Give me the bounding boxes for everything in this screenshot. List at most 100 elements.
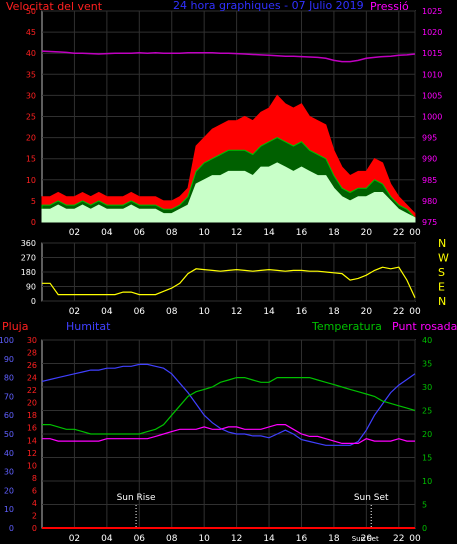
y-tick-label: 1015 [422, 49, 442, 58]
panel3-humidity-ticks: 0 10 20 30 40 50 60 70 80 90 100 [0, 336, 14, 533]
x-tick-label: 12 [231, 228, 242, 238]
compass-label: W [438, 252, 449, 265]
panel2-x-ticks: 02 04 06 08 10 12 14 16 18 20 22 00 [69, 307, 421, 317]
compass-label: N [438, 237, 446, 250]
compass-label: S [438, 266, 445, 279]
y-tick-label: 1020 [422, 28, 442, 37]
y-tick-label: 20 [27, 399, 37, 408]
x-tick-label: 20 [361, 228, 373, 238]
y-tick-label: 20 [4, 486, 14, 495]
y-tick-label: 10 [4, 505, 14, 514]
x-tick-label: 16 [296, 228, 308, 238]
y-tick-label: 0 [31, 297, 36, 306]
temperature-label: Temperatura [311, 320, 382, 333]
series-dewpoint-line [42, 424, 415, 444]
x-tick-label: 14 [263, 534, 275, 544]
panel2-grid [42, 242, 416, 302]
series-wind-avg-area [41, 162, 416, 223]
y-tick-label: 16 [27, 424, 37, 433]
y-tick-label: 1010 [422, 70, 442, 79]
x-tick-label: 14 [263, 228, 275, 238]
y-tick-label: 28 [27, 349, 37, 358]
panel1-x-ticks: 02 04 06 08 10 12 14 16 18 20 22 00 [69, 228, 421, 238]
y-tick-label: 90 [4, 355, 14, 364]
x-tick-label: 06 [134, 534, 146, 544]
y-tick-label: 8 [32, 474, 37, 483]
panel1-series [41, 50, 416, 223]
panel2-left-ticks: 0 90 180 270 360 [21, 239, 36, 306]
x-tick-extra-label: Sun Set [352, 535, 379, 543]
panel-temp-humidity: Sun Rise Sun Set 024681012141618202224262… [0, 320, 457, 544]
x-tick-label: 00 [409, 534, 421, 544]
x-tick-label: 00 [409, 307, 421, 317]
y-tick-label: 12 [27, 449, 37, 458]
y-tick-label: 60 [4, 411, 14, 420]
y-tick-label: 14 [27, 436, 37, 445]
x-tick-label: 04 [101, 534, 113, 544]
y-tick-label: 0 [9, 524, 14, 533]
y-tick-label: 15 [26, 155, 36, 164]
y-tick-label: 30 [422, 383, 432, 392]
y-tick-label: 45 [26, 28, 36, 37]
sunset-label: Sun Set [354, 493, 389, 503]
y-tick-label: 1005 [422, 91, 442, 100]
y-tick-label: 22 [27, 386, 37, 395]
y-tick-label: 50 [26, 7, 36, 16]
y-tick-label: 0 [422, 524, 427, 533]
panel1-left-ticks: 0 5 10 15 20 25 30 35 40 45 50 [26, 7, 36, 227]
y-tick-label: 100 [0, 336, 14, 345]
x-tick-label: 10 [198, 534, 210, 544]
chart-title: 24 hora graphiques - 07 Julio 2019 [173, 0, 364, 12]
x-tick-label: 12 [231, 307, 242, 317]
y-tick-label: 40 [422, 336, 432, 345]
y-tick-label: 10 [422, 477, 432, 486]
y-tick-label: 975 [422, 218, 437, 227]
y-tick-label: 35 [26, 70, 36, 79]
x-tick-label: 10 [198, 307, 210, 317]
y-tick-label: 80 [4, 374, 14, 383]
y-tick-label: 15 [422, 454, 432, 463]
y-tick-label: 24 [27, 374, 37, 383]
wind-speed-label: Velocitat del vent [6, 0, 103, 13]
x-tick-label: 10 [198, 228, 210, 238]
y-tick-label: 30 [26, 91, 36, 100]
dewpoint-label: Punt rosada [392, 320, 457, 333]
y-tick-label: 90 [26, 283, 36, 292]
y-tick-label: 2 [32, 511, 37, 520]
panel1-right-ticks: 975 980 985 990 995 1000 1005 1010 1015 1020 1025 [422, 7, 442, 227]
y-tick-label: 20 [26, 134, 36, 143]
y-tick-label: 4 [32, 499, 37, 508]
y-tick-label: 10 [26, 176, 36, 185]
panel3-x-ticks: 02 04 06 08 10 12 14 16 18 20 22 00 Sun Set [69, 534, 421, 544]
y-tick-label: 30 [27, 336, 37, 345]
x-tick-label: 20 [361, 534, 373, 544]
x-tick-label: 02 [69, 228, 80, 238]
y-tick-label: 30 [4, 468, 14, 477]
x-tick-label: 08 [166, 307, 178, 317]
x-tick-label: 14 [263, 307, 275, 317]
y-tick-label: 35 [422, 360, 432, 369]
x-tick-label: 08 [166, 534, 178, 544]
x-tick-label: 04 [101, 228, 113, 238]
y-tick-label: 1025 [422, 7, 442, 16]
series-temperature-line [42, 377, 416, 435]
panel3-series: Sun Rise Sun Set [41, 363, 416, 529]
series-pressure-line [41, 50, 416, 63]
y-tick-label: 6 [32, 486, 37, 495]
y-tick-label: 40 [4, 449, 14, 458]
y-tick-label: 26 [27, 361, 37, 370]
compass-label: E [438, 281, 445, 294]
x-tick-label: 22 [393, 228, 404, 238]
x-tick-label: 22 [393, 307, 404, 317]
y-tick-label: 990 [422, 155, 437, 164]
y-tick-label: 0 [32, 524, 37, 533]
x-tick-label: 22 [393, 534, 404, 544]
x-tick-label: 18 [328, 534, 340, 544]
series-direction-line [42, 266, 416, 299]
x-tick-label: 18 [328, 307, 340, 317]
